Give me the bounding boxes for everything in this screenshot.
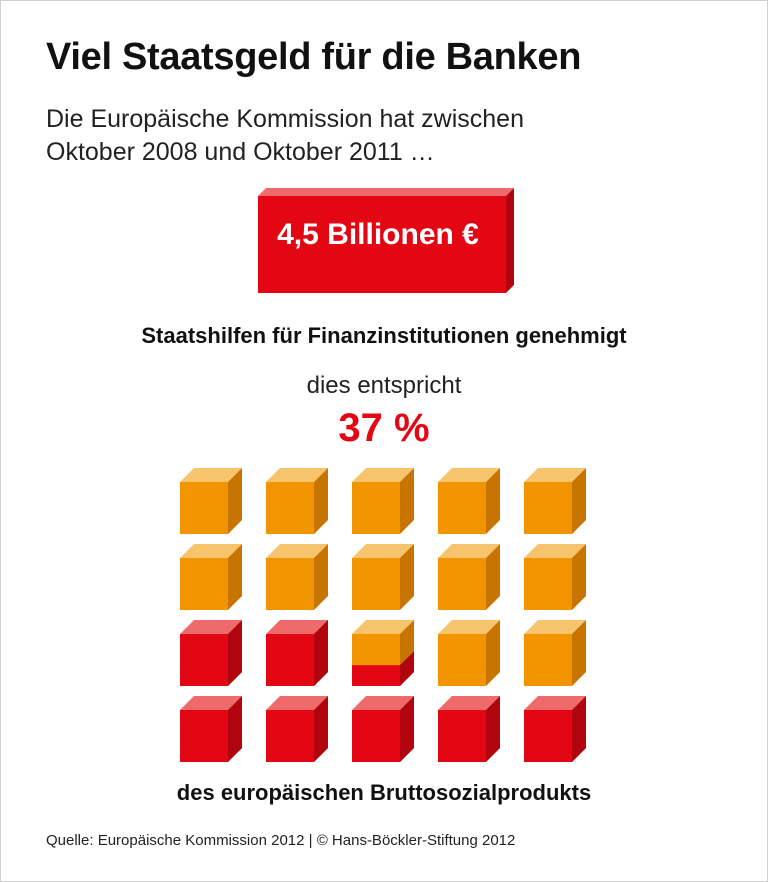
cube-front-filled	[438, 710, 486, 762]
cube-top	[438, 468, 500, 482]
cube-side	[228, 544, 242, 610]
cube-side	[486, 544, 500, 610]
waffle-cube	[352, 696, 414, 762]
cube-front	[524, 558, 572, 610]
cube-front-filled	[524, 710, 572, 762]
waffle-cube	[266, 468, 328, 534]
cube-front-filled	[266, 634, 314, 686]
waffle-cube	[266, 696, 328, 762]
waffle-cube	[266, 544, 328, 610]
amount-box	[258, 188, 514, 293]
equivalence-text: dies entspricht	[306, 372, 462, 399]
cube-top	[180, 696, 242, 710]
cube-front-filled	[180, 710, 228, 762]
waffle-cube	[352, 544, 414, 610]
cube-front-filled	[352, 710, 400, 762]
cube-side	[314, 544, 328, 610]
waffle-cube	[524, 620, 586, 686]
cube-front	[180, 558, 228, 610]
cube-front-filled	[352, 665, 400, 686]
cube-side	[486, 468, 500, 534]
cube-side	[572, 468, 586, 534]
cube-top	[266, 468, 328, 482]
cube-top	[180, 544, 242, 558]
cube-side-filled	[400, 696, 414, 762]
cube-top	[266, 696, 328, 710]
cube-front	[266, 558, 314, 610]
amount-box-front	[258, 196, 506, 293]
waffle-cube	[524, 696, 586, 762]
cube-top	[524, 468, 586, 482]
cube-side-filled	[314, 620, 328, 686]
waffle-cube	[524, 468, 586, 534]
waffle-cube	[180, 620, 242, 686]
cube-top	[524, 544, 586, 558]
cube-front	[438, 558, 486, 610]
waffle-cube	[266, 620, 328, 686]
waffle-cube	[438, 696, 500, 762]
footer-label: des europäischen Bruttosozialprodukts	[176, 780, 592, 805]
cube-top	[438, 620, 500, 634]
intro-line-1: Die Europäische Kommission hat zwischen	[46, 105, 524, 133]
waffle-cube	[524, 544, 586, 610]
waffle-cube	[352, 468, 414, 534]
cube-top	[352, 696, 414, 710]
cube-side-filled	[228, 620, 242, 686]
cube-side	[314, 468, 328, 534]
cube-front	[524, 482, 572, 534]
cube-side	[400, 468, 414, 534]
cube-top	[266, 620, 328, 634]
cube-side-filled	[572, 696, 586, 762]
cube-top	[180, 468, 242, 482]
cube-side-filled	[486, 696, 500, 762]
cube-side-filled	[400, 651, 414, 686]
cube-front-filled	[180, 634, 228, 686]
cube-top	[438, 544, 500, 558]
percent-label: 37 %	[338, 406, 430, 450]
waffle-cube	[180, 468, 242, 534]
cube-front	[438, 482, 486, 534]
cube-top	[352, 544, 414, 558]
intro-text: Die Europäische Kommission hat zwischen …	[46, 103, 524, 169]
cube-front	[180, 482, 228, 534]
amount-box-side	[506, 188, 514, 293]
cube-top	[352, 468, 414, 482]
amount-box-top	[258, 188, 514, 196]
cube-top	[524, 620, 586, 634]
cube-front	[266, 482, 314, 534]
cube-side	[400, 544, 414, 610]
cube-top	[352, 620, 414, 634]
cube-front	[524, 634, 572, 686]
cube-side	[572, 620, 586, 686]
cube-front	[352, 558, 400, 610]
waffle-cube	[352, 620, 414, 686]
cube-front-filled	[266, 710, 314, 762]
cube-top	[266, 544, 328, 558]
cube-side-filled	[314, 696, 328, 762]
cube-top	[438, 696, 500, 710]
cube-top	[524, 696, 586, 710]
source-note: Quelle: Europäische Kommission 2012 | © …	[46, 832, 516, 849]
cube-side	[228, 468, 242, 534]
cube-front	[352, 482, 400, 534]
waffle-cube	[438, 468, 500, 534]
cube-front	[438, 634, 486, 686]
cube-top	[180, 620, 242, 634]
amount-label: 4,5 Billionen €	[277, 218, 479, 251]
waffle-cube	[438, 544, 500, 610]
cube-side	[572, 544, 586, 610]
waffle-cube	[180, 544, 242, 610]
page-title: Viel Staatsgeld für die Banken	[46, 36, 582, 78]
intro-line-2: Oktober 2008 und Oktober 2011 …	[46, 138, 435, 166]
cube-side-filled	[228, 696, 242, 762]
waffle-cube	[180, 696, 242, 762]
cube-side	[486, 620, 500, 686]
waffle-cube	[438, 620, 500, 686]
subheading: Staatshilfen für Finanzinstitutionen gen…	[141, 323, 627, 348]
